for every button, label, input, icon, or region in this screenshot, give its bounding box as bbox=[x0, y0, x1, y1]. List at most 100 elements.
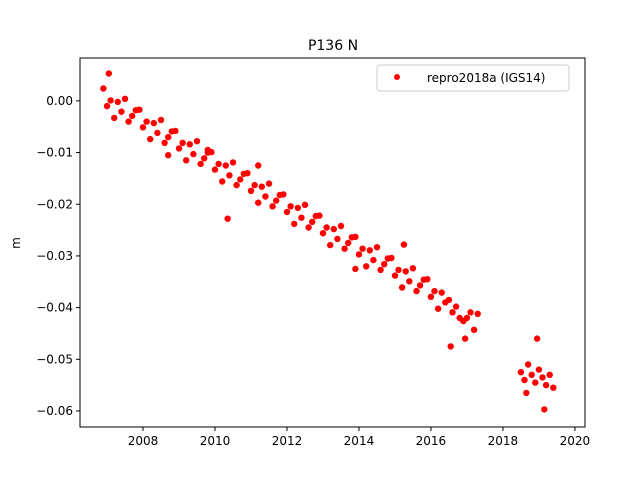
x-tick-label: 2018 bbox=[488, 434, 519, 448]
data-point bbox=[233, 181, 240, 189]
x-tick-label: 2020 bbox=[560, 434, 591, 448]
data-point bbox=[449, 309, 456, 316]
y-tick-label: −0.05 bbox=[36, 352, 73, 366]
data-point bbox=[105, 70, 113, 77]
data-point bbox=[370, 256, 377, 264]
x-tick-label: 2008 bbox=[128, 434, 159, 448]
data-point bbox=[377, 266, 384, 274]
data-point bbox=[179, 139, 186, 146]
data-point bbox=[427, 293, 435, 300]
data-point bbox=[193, 138, 201, 145]
data-point bbox=[301, 201, 309, 208]
data-point bbox=[165, 133, 172, 141]
data-point bbox=[255, 162, 262, 169]
data-point bbox=[161, 139, 168, 146]
data-point bbox=[327, 241, 334, 249]
data-point bbox=[373, 244, 381, 251]
y-tick-label: 0.00 bbox=[46, 94, 73, 108]
data-point bbox=[391, 272, 399, 279]
data-point bbox=[309, 218, 316, 225]
data-point bbox=[535, 366, 543, 373]
data-point bbox=[366, 247, 373, 254]
legend-marker bbox=[394, 74, 400, 80]
data-point bbox=[197, 160, 204, 168]
y-tick-label: −0.03 bbox=[36, 249, 73, 263]
data-point bbox=[215, 160, 222, 168]
data-point bbox=[265, 180, 273, 187]
data-point bbox=[523, 389, 530, 397]
data-point bbox=[461, 335, 469, 342]
data-point bbox=[521, 376, 528, 384]
legend: repro2018a (IGS14) bbox=[376, 64, 570, 92]
plot-frame bbox=[79, 57, 586, 428]
legend-label: repro2018a (IGS14) bbox=[427, 71, 545, 85]
data-point bbox=[298, 214, 305, 221]
data-point bbox=[255, 199, 262, 206]
data-point bbox=[305, 224, 312, 231]
data-point bbox=[283, 208, 291, 216]
x-tick-label: 2016 bbox=[416, 434, 447, 448]
data-point bbox=[129, 112, 136, 120]
x-tick-label: 2012 bbox=[272, 434, 303, 448]
data-point bbox=[118, 108, 125, 115]
data-point bbox=[345, 239, 352, 247]
data-point bbox=[139, 124, 147, 131]
data-point bbox=[355, 251, 363, 258]
data-point bbox=[334, 235, 341, 243]
data-point bbox=[541, 406, 548, 413]
data-point bbox=[165, 152, 172, 159]
data-point bbox=[222, 162, 229, 169]
y-tick-label: −0.06 bbox=[36, 404, 73, 418]
data-point bbox=[157, 116, 165, 124]
data-point bbox=[143, 118, 150, 125]
chart-title: P136 N bbox=[308, 38, 358, 54]
data-point bbox=[201, 155, 208, 162]
data-point bbox=[402, 268, 409, 275]
data-point bbox=[291, 220, 298, 228]
data-point bbox=[445, 296, 453, 304]
data-point bbox=[154, 129, 161, 137]
data-point bbox=[528, 371, 535, 378]
data-point bbox=[319, 230, 327, 237]
data-point bbox=[447, 343, 454, 350]
data-point bbox=[381, 261, 388, 268]
data-point bbox=[103, 102, 111, 110]
data-point bbox=[226, 172, 233, 179]
y-tick-label: −0.02 bbox=[36, 197, 73, 211]
data-point bbox=[114, 98, 122, 106]
data-point bbox=[125, 118, 132, 125]
data-point bbox=[532, 379, 539, 386]
data-point bbox=[224, 215, 231, 222]
data-point bbox=[186, 141, 193, 148]
data-point bbox=[431, 287, 438, 295]
data-point bbox=[172, 127, 179, 135]
data-point bbox=[287, 203, 294, 210]
data-point bbox=[294, 204, 301, 212]
data-point bbox=[229, 159, 237, 166]
data-point bbox=[409, 265, 417, 272]
data-point bbox=[247, 187, 255, 194]
data-point bbox=[341, 245, 348, 252]
data-point bbox=[550, 384, 557, 391]
data-point bbox=[438, 289, 445, 296]
data-point bbox=[452, 303, 460, 310]
data-point bbox=[424, 276, 431, 283]
data-point bbox=[470, 326, 478, 333]
data-point bbox=[398, 284, 406, 291]
data-point bbox=[262, 193, 269, 200]
data-point bbox=[463, 314, 471, 322]
data-point bbox=[107, 97, 114, 104]
data-point bbox=[219, 178, 226, 185]
x-tick-label: 2010 bbox=[200, 434, 231, 448]
data-point bbox=[150, 119, 157, 127]
data-point bbox=[111, 114, 118, 122]
data-point bbox=[323, 224, 330, 231]
data-point bbox=[147, 135, 154, 143]
data-point bbox=[175, 145, 183, 152]
x-axis-ticks: 2008 2010 2012 2014 2016 2018 2020 bbox=[128, 427, 590, 448]
data-point bbox=[330, 225, 337, 233]
data-point bbox=[211, 166, 219, 173]
data-point bbox=[244, 170, 251, 177]
data-point bbox=[406, 278, 413, 285]
